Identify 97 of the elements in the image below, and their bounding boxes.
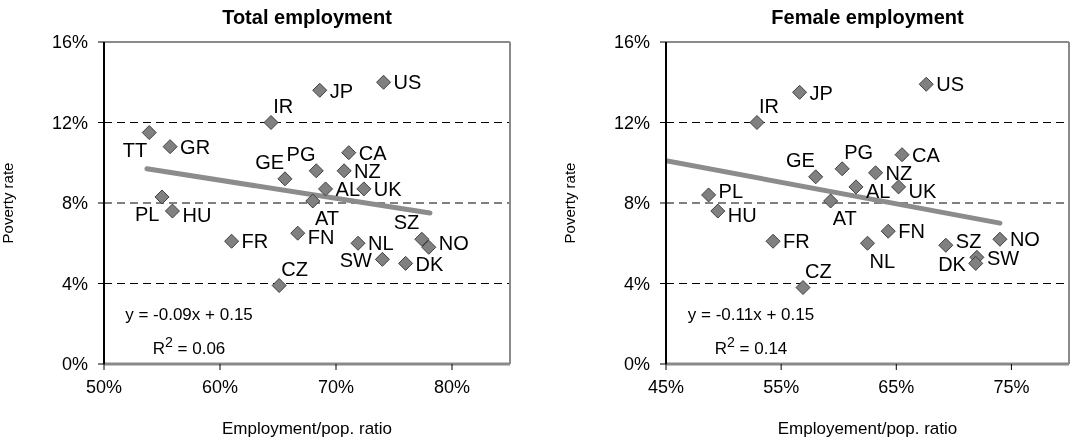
y-tick-label: 16% xyxy=(51,32,88,53)
point xyxy=(710,203,726,219)
x-tick-label: 75% xyxy=(993,376,1030,397)
point xyxy=(305,193,321,209)
point xyxy=(312,82,328,98)
point xyxy=(880,223,896,239)
point xyxy=(290,225,306,241)
point xyxy=(894,147,910,163)
x-axis-title: Employement/pop. ratio xyxy=(777,419,958,438)
point xyxy=(398,255,414,271)
x-tick-label: 65% xyxy=(878,376,915,397)
y-tick-label: 0% xyxy=(623,354,650,375)
point xyxy=(141,125,157,141)
point xyxy=(749,115,765,130)
y-axis-title: Poverty rate xyxy=(561,162,579,244)
x-tick-label: 70% xyxy=(317,376,355,397)
data-label: SZ xyxy=(393,211,420,234)
data-label: PL xyxy=(718,180,744,203)
data-label: FR xyxy=(783,230,810,253)
y-tick-label: 0% xyxy=(61,354,88,375)
point xyxy=(795,280,811,296)
data-label: GE xyxy=(255,150,285,173)
x-tick-label: 45% xyxy=(647,376,685,397)
x-axis-title: Employment/pop. ratio xyxy=(221,419,393,438)
data-label: NO xyxy=(438,232,469,255)
point xyxy=(860,235,875,251)
point xyxy=(421,239,437,255)
point xyxy=(224,233,240,249)
data-label: US xyxy=(393,71,422,94)
point xyxy=(792,84,808,100)
data-label: AT xyxy=(832,207,857,230)
point xyxy=(834,161,850,177)
point xyxy=(376,74,392,90)
point xyxy=(701,187,717,203)
chart-title: Female employment xyxy=(770,6,965,29)
y-tick-label: 4% xyxy=(61,273,88,294)
point xyxy=(891,179,907,195)
x-tick-label: 80% xyxy=(433,376,471,397)
data-label: GR xyxy=(180,135,211,158)
x-tick-label: 60% xyxy=(201,376,239,397)
point xyxy=(263,115,279,130)
point xyxy=(374,251,390,267)
point xyxy=(992,231,1008,247)
point xyxy=(968,255,984,271)
data-label: PG xyxy=(286,142,316,165)
data-label: JP xyxy=(809,81,833,104)
point xyxy=(350,235,366,251)
data-label: TT xyxy=(122,138,148,161)
annotation: y = -0.11x + 0.15 xyxy=(687,304,815,326)
annotation: y = -0.09x + 0.15 xyxy=(125,304,253,326)
data-label: JP xyxy=(329,79,354,102)
data-label: IR xyxy=(759,94,780,117)
data-label: CZ xyxy=(805,259,832,282)
point xyxy=(164,203,180,219)
y-axis-title: Poverty rate xyxy=(0,162,17,244)
y-tick-label: 12% xyxy=(613,112,650,133)
point xyxy=(808,169,824,185)
data-label: HU xyxy=(727,204,757,227)
data-label: FR xyxy=(241,230,269,253)
data-label: IR xyxy=(273,94,294,117)
x-tick-label: 55% xyxy=(763,376,800,397)
chart-title: Total employment xyxy=(221,6,393,29)
y-tick-label: 12% xyxy=(51,112,88,133)
point xyxy=(277,171,293,187)
data-label: FN xyxy=(898,220,925,243)
data-label: NL xyxy=(869,249,896,272)
data-label: HU xyxy=(182,204,212,227)
point xyxy=(848,179,864,195)
point xyxy=(823,193,839,209)
data-label: GE xyxy=(785,148,815,171)
data-label: DK xyxy=(415,252,445,275)
data-label: SZ xyxy=(955,230,982,253)
point xyxy=(918,76,934,92)
data-label: PG xyxy=(844,140,874,163)
point xyxy=(341,145,357,161)
point xyxy=(336,163,352,179)
y-tick-label: 8% xyxy=(623,193,650,214)
point xyxy=(938,237,954,253)
annotation: R$^{2}$ = 0.06 xyxy=(152,333,226,360)
x-tick-label: 50% xyxy=(85,376,123,397)
annotation: R$^{2}$ = 0.14 xyxy=(714,333,788,360)
point xyxy=(154,189,170,205)
point xyxy=(414,231,430,247)
point xyxy=(162,139,178,155)
y-tick-label: 4% xyxy=(623,273,650,294)
point xyxy=(318,181,334,197)
y-tick-label: 8% xyxy=(61,193,88,214)
point xyxy=(271,278,287,294)
data-label: PL xyxy=(134,203,160,226)
y-tick-label: 16% xyxy=(613,32,650,53)
data-label: CZ xyxy=(281,257,308,280)
point xyxy=(868,165,884,181)
point xyxy=(308,163,324,179)
point xyxy=(765,233,781,249)
data-label: CA xyxy=(912,143,941,166)
data-label: US xyxy=(936,73,965,96)
data-label: DK xyxy=(938,252,967,275)
